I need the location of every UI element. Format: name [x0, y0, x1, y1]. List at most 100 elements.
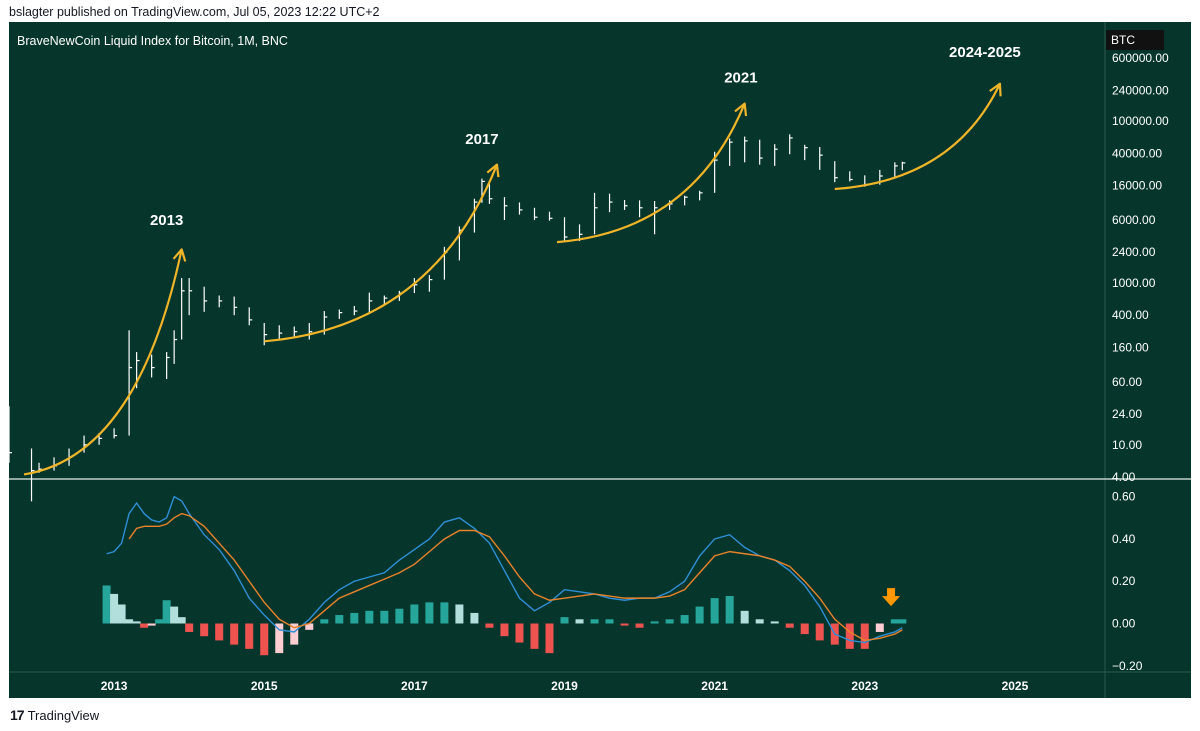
macd-hist-bar — [170, 606, 179, 624]
price-tick-label: 160.00 — [1112, 340, 1149, 354]
cycle-arc — [23, 249, 183, 476]
macd-hist-bar — [215, 623, 224, 641]
macd-hist-bar — [132, 621, 141, 624]
cycle-arrowhead — [486, 163, 500, 178]
macd-annotations — [882, 588, 901, 607]
macd-hist-bar — [470, 612, 479, 624]
cycle-label: 2024-2025 — [949, 44, 1021, 61]
chart-svg[interactable]: BraveNewCoin Liquid Index for Bitcoin, 1… — [9, 22, 1191, 698]
macd-hist-bar — [290, 623, 299, 645]
tradingview-logo[interactable]: 17 TradingView — [10, 707, 99, 723]
cycle-arrowhead — [989, 82, 1002, 97]
price-tick-label: 2400.00 — [1112, 245, 1156, 259]
macd-hist-bar — [365, 610, 374, 624]
macd-lines — [106, 495, 903, 644]
macd-hist-bar — [380, 610, 389, 624]
time-tick-label: 2021 — [701, 679, 728, 693]
macd-histogram — [102, 585, 907, 656]
macd-hist-bar — [755, 619, 764, 624]
macd-hist-bar — [125, 619, 134, 624]
macd-hist-bar — [650, 621, 659, 624]
macd-hist-bar — [185, 623, 194, 632]
macd-hist-bar — [530, 623, 539, 649]
symbol-badge-label: BTC — [1111, 33, 1135, 47]
chart-frame: BraveNewCoin Liquid Index for Bitcoin, 1… — [9, 22, 1191, 698]
macd-hist-bar — [710, 598, 719, 624]
macd-hist-bar — [410, 604, 419, 624]
macd-hist-bar — [890, 619, 899, 624]
price-candles — [9, 134, 906, 502]
macd-hist-bar — [440, 602, 449, 624]
macd-hist-bar — [155, 619, 164, 624]
symbol-badge: BTC — [1106, 30, 1164, 50]
price-tick-label: 100000.00 — [1112, 114, 1169, 128]
cycle-label: 2021 — [724, 70, 757, 87]
time-tick-label: 2025 — [1002, 679, 1029, 693]
macd-hist-bar — [815, 623, 824, 641]
macd-hist-bar — [898, 619, 907, 624]
macd-hist-bar — [110, 593, 119, 624]
macd-hist-bar — [140, 623, 149, 628]
time-tick-label: 2013 — [101, 679, 128, 693]
macd-hist-bar — [335, 615, 344, 624]
price-tick-label: 60.00 — [1112, 375, 1142, 389]
macd-hist-bar — [177, 617, 186, 624]
tradingview-mark-icon: 17 — [10, 707, 25, 723]
macd-hist-bar — [845, 623, 854, 649]
cycle-label: 2013 — [150, 212, 183, 229]
cycle-arc — [556, 103, 746, 244]
macd-tick-label: 0.20 — [1112, 574, 1136, 588]
macd-hist-bar — [395, 608, 404, 624]
macd-hist-bar — [320, 619, 329, 624]
macd-hist-bar — [875, 623, 884, 632]
time-tick-label: 2023 — [851, 679, 878, 693]
macd-hist-bar — [680, 615, 689, 624]
macd-hist-bar — [560, 617, 569, 624]
macd-hist-bar — [785, 623, 794, 628]
cycle-arc — [834, 83, 1001, 191]
macd-hist-bar — [620, 623, 629, 626]
price-tick-label: 4.00 — [1112, 470, 1136, 484]
macd-hist-bar — [515, 623, 524, 643]
macd-hist-bar — [147, 623, 156, 626]
chart-title: BraveNewCoin Liquid Index for Bitcoin, 1… — [17, 34, 288, 48]
time-tick-label: 2017 — [401, 679, 428, 693]
macd-tick-label: −0.20 — [1112, 659, 1143, 673]
price-tick-label: 400.00 — [1112, 308, 1149, 322]
symbol-badge-bg — [1106, 30, 1164, 50]
macd-hist-bar — [860, 623, 869, 649]
cycle-arrowhead — [172, 248, 187, 262]
macd-hist-bar — [245, 623, 254, 649]
macd-hist-bar — [605, 619, 614, 624]
cycle-arcs: 2013 2017 2021 2024-2025 — [23, 44, 1021, 476]
macd-hist-bar — [305, 623, 314, 630]
price-tick-label: 10.00 — [1112, 438, 1142, 452]
macd-hist-bar — [260, 623, 269, 656]
macd-hist-bar — [500, 623, 509, 637]
price-tick-label: 16000.00 — [1112, 179, 1162, 193]
macd-hist-bar — [635, 623, 644, 628]
macd-tick-label: 0.60 — [1112, 490, 1136, 504]
macd-hist-bar — [770, 621, 779, 624]
down-arrow-icon — [882, 588, 901, 607]
macd-hist-bar — [695, 606, 704, 624]
price-tick-label: 1000.00 — [1112, 276, 1156, 290]
macd-hist-bar — [740, 610, 749, 624]
macd-hist-bar — [575, 619, 584, 624]
cycle-arc — [264, 164, 498, 343]
macd-hist-bar — [800, 623, 809, 635]
publisher-line: bslagter published on TradingView.com, J… — [9, 5, 380, 19]
chart-background — [9, 22, 1191, 698]
price-tick-label: 24.00 — [1112, 407, 1142, 421]
time-axis: 2013 2015 2017 2019 2021 2023 2025 — [101, 679, 1029, 693]
macd-hist-bar — [275, 623, 284, 654]
tradingview-wordmark: TradingView — [27, 707, 100, 723]
macd-hist-bar — [162, 600, 171, 624]
macd-hist-bar — [665, 619, 674, 624]
macd-hist-bar — [117, 604, 126, 624]
macd-hist-bar — [230, 623, 239, 645]
signal-line — [128, 512, 903, 642]
cycle-arrowhead — [734, 102, 748, 117]
macd-axis: 0.60 0.40 0.20 0.00 −0.20 — [1112, 490, 1143, 673]
price-tick-label: 600000.00 — [1112, 51, 1169, 65]
